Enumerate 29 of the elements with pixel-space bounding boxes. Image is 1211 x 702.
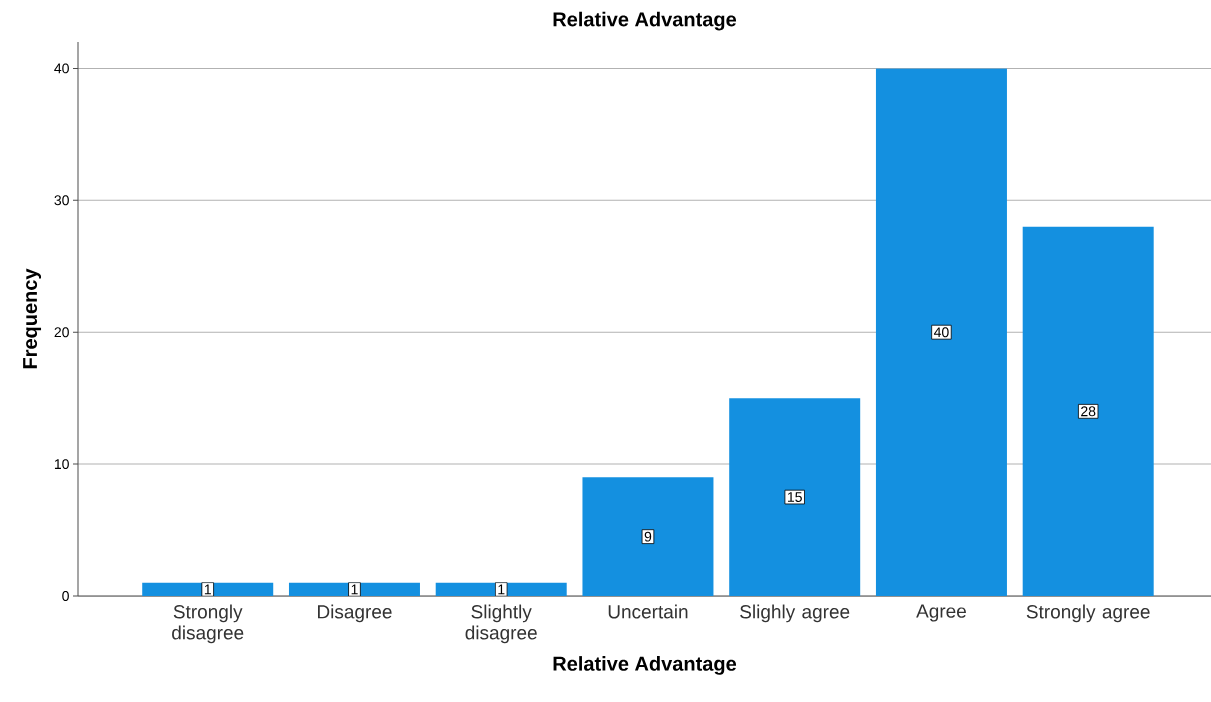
x-tick-label: Disagree [318, 604, 392, 623]
data-label: 15 [787, 492, 802, 502]
x-tick-label: Strongly agree [1026, 604, 1150, 623]
data-label: 40 [933, 327, 949, 338]
data-label: 1 [498, 584, 505, 595]
x-tick-label: Slightly disagree [465, 604, 537, 644]
x-tick-label: Uncertain [608, 604, 688, 619]
data-label: 28 [1081, 406, 1096, 417]
bar [1022, 226, 1154, 596]
data-label: 1 [351, 584, 358, 595]
x-tick-label: Agree [916, 604, 966, 622]
y-tick-label: 40 [54, 63, 69, 74]
bar [875, 68, 1007, 596]
y-tick-label: 20 [54, 327, 69, 338]
data-label: 9 [644, 531, 652, 542]
bar [288, 582, 420, 596]
y-tick-label: 10 [54, 459, 69, 470]
bar [582, 477, 714, 596]
y-axis-title: Frequency [23, 268, 42, 369]
x-tick-label: Strongly disagree [172, 604, 244, 644]
data-label: 1 [204, 584, 211, 595]
bar [142, 582, 274, 596]
bar [435, 582, 567, 596]
chart-title: Relative Advantage [553, 11, 737, 31]
bar [729, 398, 861, 596]
y-tick-label: 30 [54, 195, 69, 206]
x-tick-label: Slighly agree [740, 604, 850, 623]
x-axis-title: Relative Advantage [553, 656, 737, 675]
y-tick-label: 0 [62, 591, 69, 601]
